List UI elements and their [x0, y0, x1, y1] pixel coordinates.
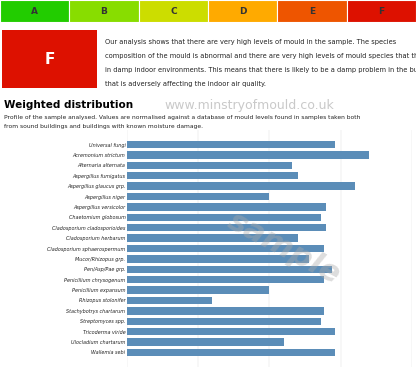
Bar — [347, 0, 416, 22]
Bar — [127, 141, 335, 148]
Bar — [127, 203, 326, 211]
Text: F: F — [45, 51, 54, 66]
Text: in damp indoor environments. This means that there is likely to be a damp proble: in damp indoor environments. This means … — [105, 67, 416, 73]
Bar — [127, 245, 324, 252]
Bar — [127, 328, 335, 335]
Bar — [127, 307, 324, 315]
Text: that is adversely affecting the indoor air quality.: that is adversely affecting the indoor a… — [105, 81, 266, 87]
Text: sample: sample — [222, 207, 345, 290]
Bar — [139, 0, 208, 22]
Bar — [127, 317, 321, 325]
Bar — [127, 266, 332, 273]
Text: Profile of the sample analysed. Values are normalised against a database of moul: Profile of the sample analysed. Values a… — [4, 115, 360, 120]
Bar — [127, 151, 369, 159]
Bar — [208, 0, 277, 22]
Bar — [127, 214, 321, 221]
Bar — [127, 172, 298, 179]
Text: A: A — [31, 7, 38, 15]
Bar — [127, 286, 270, 294]
Bar — [69, 0, 139, 22]
Bar — [127, 182, 355, 190]
Bar — [127, 224, 326, 232]
Text: D: D — [239, 7, 246, 15]
Bar — [127, 255, 309, 263]
Text: E: E — [309, 7, 315, 15]
Bar — [2, 30, 97, 87]
Text: B: B — [101, 7, 107, 15]
Bar — [127, 161, 292, 169]
Text: C: C — [170, 7, 177, 15]
Bar — [127, 276, 324, 283]
Text: Our analysis shows that there are very high levels of mould in the sample. The s: Our analysis shows that there are very h… — [105, 39, 396, 45]
Bar — [127, 338, 284, 346]
Text: composition of the mould is abnormal and there are very high levels of mould spe: composition of the mould is abnormal and… — [105, 53, 416, 59]
Text: F: F — [378, 7, 384, 15]
Text: Weighted distribution: Weighted distribution — [4, 100, 133, 110]
Text: www.minstryofmould.co.uk: www.minstryofmould.co.uk — [165, 98, 334, 112]
Text: from sound buildings and buildings with known moisture damage.: from sound buildings and buildings with … — [4, 124, 203, 129]
Bar — [127, 349, 335, 356]
Bar — [127, 193, 270, 200]
Bar — [0, 0, 69, 22]
Bar — [127, 235, 298, 242]
Bar — [277, 0, 347, 22]
Bar — [127, 297, 213, 304]
